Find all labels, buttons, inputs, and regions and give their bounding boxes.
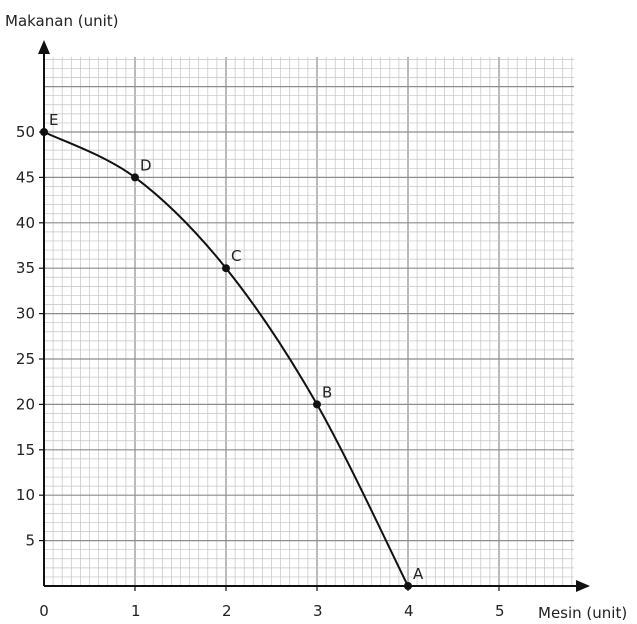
y-tick-label: 15: [16, 441, 35, 459]
x-tick-label: 5: [495, 602, 505, 620]
point-label-c: C: [231, 247, 241, 265]
x-axis-arrow: [576, 580, 590, 592]
point-label-b: B: [322, 383, 332, 401]
x-tick-label: 4: [404, 602, 414, 620]
data-point-d: [131, 173, 139, 182]
y-tick-label: 10: [16, 486, 35, 504]
x-tick-label: 1: [131, 602, 141, 620]
x-axis-title: Mesin (unit): [538, 604, 627, 622]
point-label-d: D: [140, 156, 152, 174]
y-tick-label: 25: [16, 350, 35, 368]
x-tick-label: 3: [313, 602, 323, 620]
y-tick-label: 20: [16, 395, 35, 413]
ppf-curve: [43, 131, 409, 587]
x-tick-label: 0: [39, 602, 49, 620]
curve-layer: [43, 131, 409, 587]
y-tick-label: 40: [16, 214, 35, 232]
grid: [44, 57, 574, 586]
y-tick-label: 50: [16, 123, 35, 141]
point-label-a: A: [413, 565, 424, 583]
y-tick-label: 30: [16, 305, 35, 323]
y-axis-title: Makanan (unit): [5, 12, 119, 30]
y-axis-arrow: [38, 40, 50, 54]
data-point-b: [313, 400, 321, 409]
y-tick-label: 35: [16, 259, 35, 277]
y-tick-label: 45: [16, 168, 35, 186]
data-point-e: [40, 128, 48, 136]
point-label-e: E: [49, 111, 58, 129]
y-tick-label: 5: [25, 532, 35, 550]
data-point-c: [222, 264, 230, 273]
data-points: E D C B A: [40, 111, 424, 590]
data-point-a: [404, 582, 412, 590]
x-tick-label: 2: [222, 602, 232, 620]
